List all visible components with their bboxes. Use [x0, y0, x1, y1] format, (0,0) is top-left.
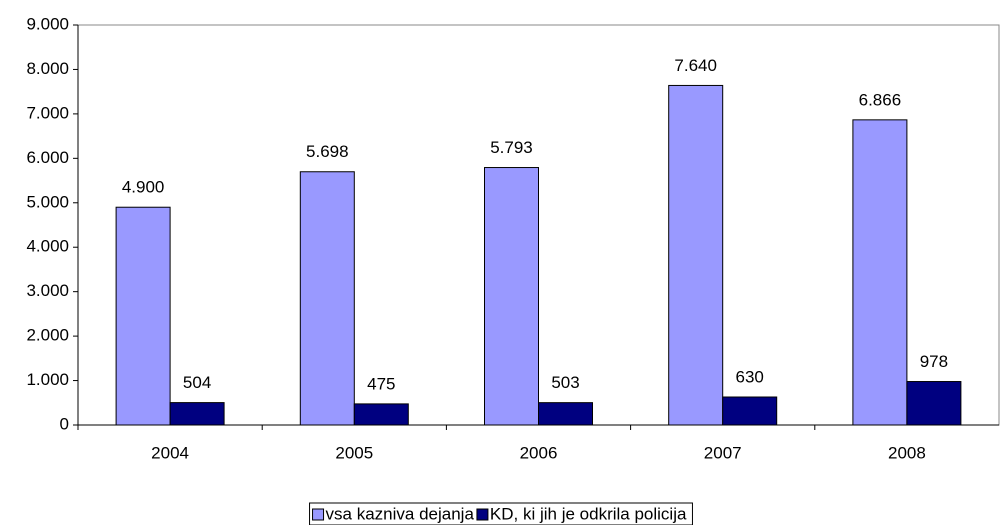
y-tick-label: 4.000: [26, 237, 69, 256]
y-tick-label: 7.000: [26, 103, 69, 122]
data-label: 475: [367, 374, 395, 393]
bar: [353, 403, 409, 426]
y-tick-label: 1.000: [26, 370, 69, 389]
y-tick-label: 3.000: [26, 281, 69, 300]
y-tick-label: 5.000: [26, 192, 69, 211]
bar: [668, 84, 724, 426]
x-tick-label: 2005: [335, 443, 373, 462]
bar: [722, 396, 778, 426]
legend-label: vsa kazniva dejanja: [326, 504, 475, 523]
x-tick-label: 2007: [704, 443, 742, 462]
data-label: 5.793: [490, 138, 533, 157]
data-label: 6.866: [859, 90, 902, 109]
legend: vsa kazniva dejanja KD, ki jih je odkrila…: [309, 502, 693, 525]
x-tick-label: 2006: [520, 443, 558, 462]
legend-label: KD, ki jih je odkrila policija: [490, 504, 687, 523]
data-label: 978: [920, 352, 948, 371]
legend-swatch: [476, 508, 489, 521]
y-tick-label: 8.000: [26, 59, 69, 78]
data-label: 504: [183, 373, 211, 392]
bar: [299, 171, 355, 426]
bar: [852, 119, 908, 426]
y-tick-label: 9.000: [26, 14, 69, 33]
x-tick-label: 2004: [151, 443, 189, 462]
legend-swatch: [312, 508, 325, 521]
data-label: 7.640: [674, 56, 717, 75]
bar: [115, 206, 171, 426]
data-label: 503: [551, 373, 579, 392]
x-tick-label: 2008: [888, 443, 926, 462]
bar: [169, 402, 225, 426]
y-tick-label: 2.000: [26, 326, 69, 345]
y-tick-label: 0: [60, 414, 69, 433]
data-label: 5.698: [306, 142, 349, 161]
y-tick-label: 6.000: [26, 148, 69, 167]
legend-box: [309, 502, 693, 525]
bar: [906, 381, 962, 426]
data-label: 630: [736, 367, 764, 386]
bar: [538, 402, 593, 426]
bar: [484, 167, 539, 426]
data-label: 4.900: [122, 178, 165, 197]
